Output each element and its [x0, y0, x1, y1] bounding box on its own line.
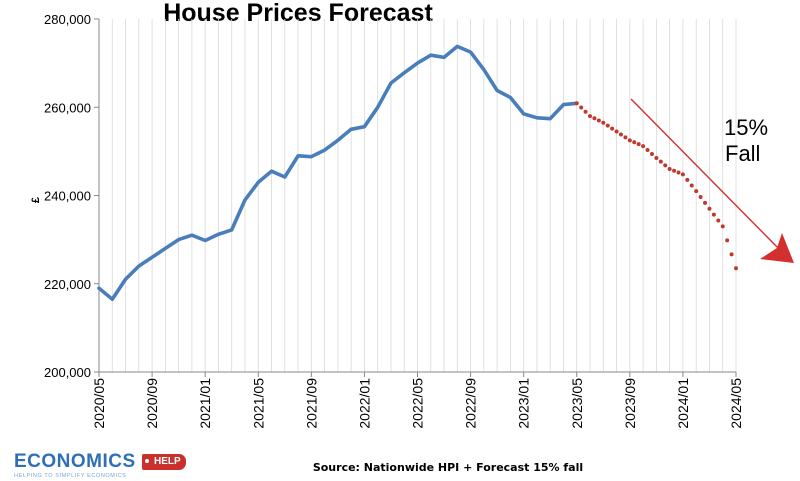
x-tick-label: 2023/05 [569, 378, 585, 429]
y-axis-label: £ [30, 197, 42, 203]
x-tick-label: 2023/01 [516, 378, 532, 429]
forecast-dot [654, 155, 659, 160]
economics-help-logo[interactable]: ECONOMICS HELP HELPING TO SIMPLIFY ECONO… [14, 451, 186, 480]
forecast-dot [689, 183, 694, 188]
forecast-dot [610, 126, 615, 131]
forecast-dot [632, 140, 637, 145]
vertical-gridlines [111, 19, 737, 372]
forecast-dot [711, 212, 716, 217]
forecast-dot [649, 152, 654, 157]
x-axis-ticks: 2020/05 2020/09 2021/01 2021/05 2021/09 2022/… [91, 372, 744, 429]
forecast-dot [734, 266, 738, 271]
forecast-dot [729, 252, 734, 257]
logo-tagline: HELPING TO SIMPLIFY ECONOMICS [14, 473, 127, 479]
series-points-forecast [574, 101, 738, 271]
x-tick-label: 2024/01 [675, 378, 691, 429]
y-tick-label: 220,000 [44, 277, 91, 292]
forecast-dot [596, 118, 601, 123]
forecast-dot [676, 170, 681, 175]
y-axis-ticks: 200,000 220,000 240,000 260,000 280,000 [44, 12, 99, 380]
forecast-dot [694, 189, 699, 194]
logo-badge: HELP [142, 454, 186, 470]
forecast-dot [601, 120, 606, 125]
forecast-dot [592, 116, 597, 121]
y-tick-label: 200,000 [44, 365, 91, 380]
forecast-dot [698, 194, 703, 199]
forecast-dot [725, 238, 730, 243]
forecast-dot [720, 224, 725, 229]
forecast-dot [605, 123, 610, 128]
y-tick-label: 280,000 [44, 12, 91, 27]
forecast-dot [579, 105, 584, 110]
annotation-percent: 15% [724, 115, 768, 140]
forecast-dot [645, 148, 650, 153]
annotation-fall: Fall [725, 141, 760, 166]
fall-arrow-annotation [630, 98, 794, 263]
x-tick-label: 2024/05 [728, 378, 744, 429]
forecast-dot [716, 218, 721, 223]
forecast-dot [636, 142, 641, 147]
y-tick-label: 260,000 [44, 100, 91, 115]
forecast-dot [680, 172, 685, 177]
x-tick-label: 2022/01 [356, 378, 372, 429]
x-tick-label: 2020/09 [144, 378, 160, 429]
forecast-dot [588, 114, 593, 119]
forecast-dot [658, 159, 663, 164]
forecast-dot [672, 168, 677, 173]
forecast-dot [618, 132, 623, 137]
x-tick-label: 2021/01 [197, 378, 213, 429]
fall-arrow-head [760, 233, 794, 263]
forecast-dot [663, 163, 668, 168]
x-tick-label: 2022/09 [463, 378, 479, 429]
forecast-dot [583, 109, 588, 114]
forecast-dot [614, 129, 619, 134]
x-tick-label: 2021/09 [303, 378, 319, 429]
forecast-dot [641, 144, 646, 149]
forecast-dot [623, 135, 628, 140]
x-tick-label: 2021/05 [250, 378, 266, 429]
source-note: Source: Nationwide HPI + Forecast 15% fa… [313, 461, 583, 474]
forecast-dot [574, 101, 579, 106]
forecast-dot [685, 177, 690, 182]
forecast-dot [707, 206, 712, 211]
x-tick-label: 2020/05 [91, 378, 107, 429]
y-tick-label: 240,000 [44, 189, 91, 204]
fall-arrow-line [630, 98, 783, 253]
logo-word: ECONOMICS [14, 451, 136, 472]
forecast-dot [667, 167, 672, 172]
x-tick-label: 2022/05 [410, 378, 426, 429]
forecast-dot [627, 138, 632, 143]
x-tick-label: 2023/09 [622, 378, 638, 429]
forecast-dot [703, 200, 708, 205]
